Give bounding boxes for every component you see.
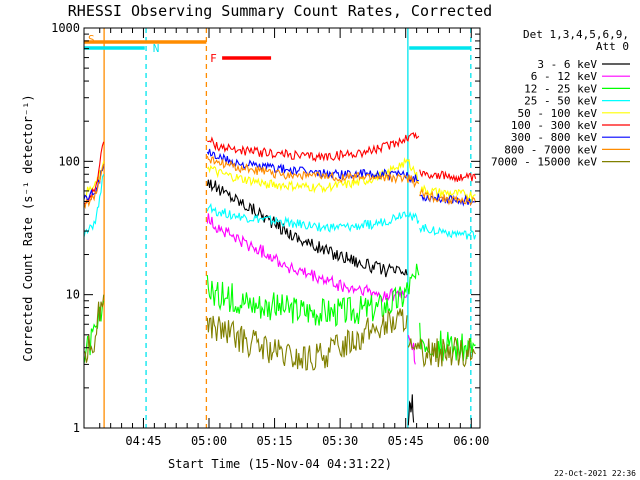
axes: 1 10 100 1000 04:45 05:00 05:15 05:30 05:45 06:00 — [51, 21, 489, 448]
x-tick-label-2: 05:15 — [257, 434, 293, 448]
plot-frame — [83, 27, 481, 429]
x-tick-label-4: 05:45 — [388, 434, 424, 448]
series-line-1-seg-1 — [407, 334, 416, 365]
x-axis-label: Start Time (15-Nov-04 04:31:22) — [168, 457, 392, 471]
footer-timestamp: 22-Oct-2021 22:36 — [554, 469, 636, 478]
legend-label-0: 3 - 6 keV — [537, 58, 597, 71]
legend-label-3: 25 - 50 keV — [524, 95, 597, 108]
y-tick-label-0: 1 — [73, 421, 80, 435]
series-line-8-seg-1 — [206, 308, 408, 371]
series-line-7-seg-1 — [206, 155, 420, 189]
series-line-3-seg-2 — [419, 223, 477, 240]
observing-flags: S N F — [84, 33, 471, 65]
y-tick-label-3: 1000 — [51, 21, 80, 35]
legend-header-line-2: Att 0 — [596, 40, 629, 53]
flag-label-s-0: S — [88, 33, 95, 46]
flag-label-f-3: F — [210, 52, 217, 65]
legend-label-5: 100 - 300 keV — [511, 119, 597, 132]
series-line-3-seg-1 — [206, 202, 420, 233]
series-line-3-seg-0 — [83, 174, 105, 238]
x-tick-label-1: 05:00 — [191, 434, 227, 448]
x-tick-label-3: 05:30 — [322, 434, 358, 448]
series-line-1-seg-0 — [206, 213, 408, 303]
legend-label-8: 7000 - 15000 keV — [491, 156, 597, 169]
x-tick-label-0: 04:45 — [125, 434, 161, 448]
series-line-2-seg-1 — [206, 263, 420, 328]
series-line-8-seg-2 — [407, 337, 476, 368]
legend-label-7: 800 - 7000 keV — [504, 143, 597, 156]
series-lines — [83, 131, 477, 426]
series-line-5-seg-1 — [207, 131, 420, 163]
legend-label-2: 12 - 25 keV — [524, 82, 597, 95]
series-line-5-seg-2 — [419, 169, 477, 183]
y-tick-label-1: 10 — [66, 288, 80, 302]
x-tick-label-5: 06:00 — [453, 434, 489, 448]
y-tick-label-2: 100 — [58, 154, 80, 168]
series-line-4-seg-0 — [83, 161, 105, 198]
legend-label-4: 50 - 100 keV — [518, 107, 598, 120]
series-line-2-seg-2 — [419, 322, 476, 362]
series-line-0-seg-0 — [206, 179, 408, 278]
y-axis-label: Corrected Count Rate (s⁻¹ detector⁻¹) — [21, 94, 35, 361]
series-line-0-seg-1 — [407, 394, 415, 426]
legend-label-6: 300 - 800 keV — [511, 131, 597, 144]
series-line-7-seg-2 — [419, 188, 477, 206]
flag-label-n-1: N — [153, 42, 160, 55]
legend-header-line-1: Det 1,3,4,5,6,9, — [523, 28, 629, 41]
chart-title: RHESSI Observing Summary Count Rates, Co… — [68, 2, 492, 20]
series-line-7-seg-0 — [83, 164, 105, 210]
legend-label-1: 6 - 12 keV — [531, 70, 598, 83]
series-line-8-seg-0 — [83, 294, 105, 363]
flag-boundaries — [103, 28, 472, 428]
